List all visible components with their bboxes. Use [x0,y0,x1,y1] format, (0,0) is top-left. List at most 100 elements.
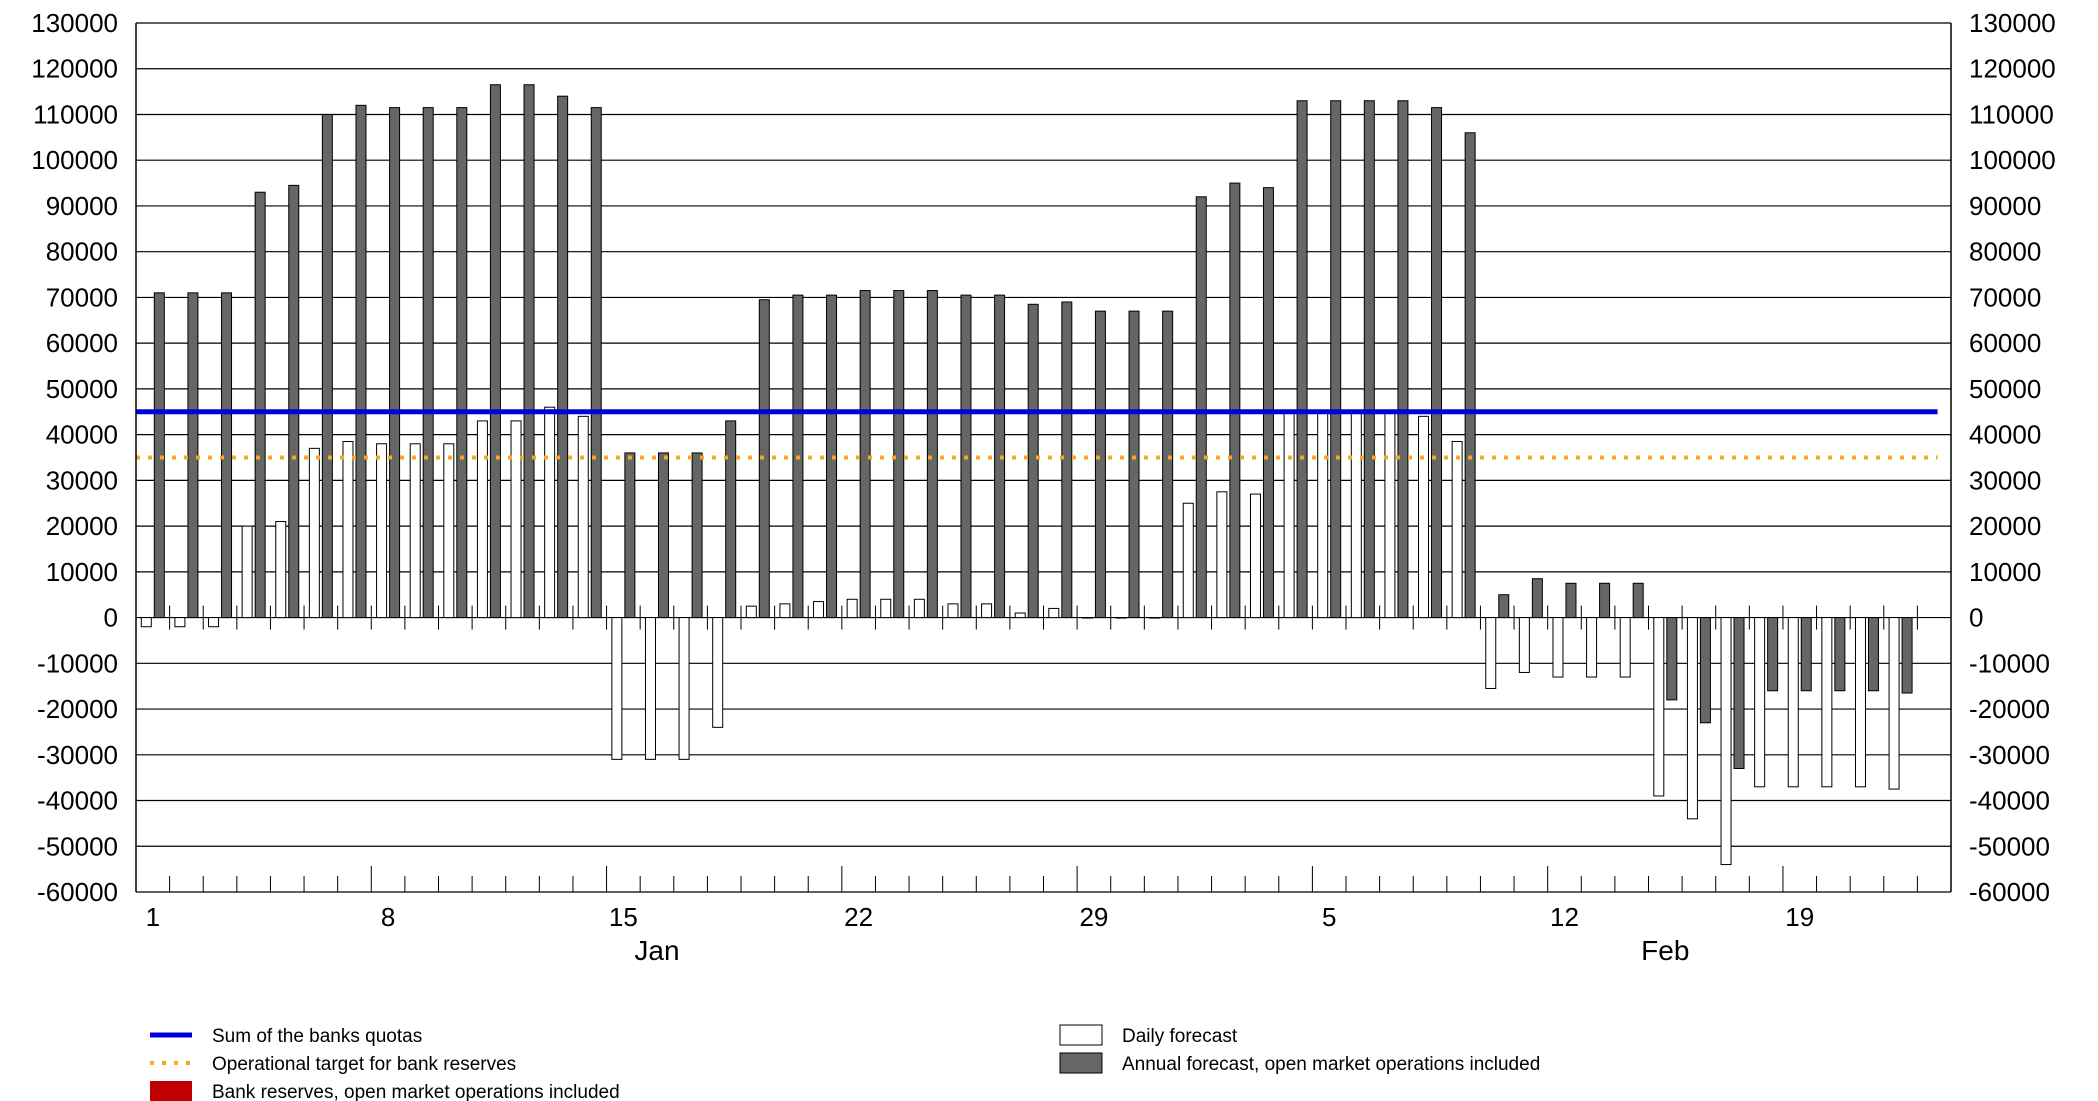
y-tick-label-right: -30000 [1969,740,2050,770]
annual-forecast-bar [456,107,468,619]
x-tick-label: 29 [1079,902,1108,932]
annual-forecast-bar [1531,578,1543,619]
y-tick-label-right: 100000 [1969,145,2056,175]
annual-forecast-bar [1834,617,1846,692]
daily-forecast-bar [1283,411,1295,619]
daily-forecast-bar [1653,617,1665,797]
y-tick-label-left: -60000 [37,877,118,907]
legend-item: Annual forecast, open market operations … [1059,1052,1540,1075]
annual-forecast-bar [1632,582,1644,619]
y-tick-label-right: 30000 [1969,465,2041,495]
x-tick-label: 15 [609,902,638,932]
x-tick-label: 5 [1322,902,1336,932]
daily-forecast-bar [913,598,925,619]
daily-forecast-bar [443,443,455,619]
annual-forecast-bar [1195,196,1207,619]
daily-forecast-bar [1418,415,1430,619]
daily-forecast-bar [1821,617,1833,788]
y-tick-label-right: 70000 [1969,282,2041,312]
daily-forecast-bar [1317,411,1329,619]
y-tick-label-right: -10000 [1969,648,2050,678]
y-tick-label-left: -30000 [37,740,118,770]
legend-swatch-box [1059,1052,1103,1074]
daily-forecast-bar [611,617,623,760]
legend-item: Sum of the banks quotas [150,1026,422,1047]
annual-forecast-bar [1128,310,1140,619]
annual-forecast-bar [1599,582,1611,619]
daily-forecast-bar [140,617,152,628]
y-tick-label-left: 10000 [46,557,118,587]
annual-forecast-bar [1431,107,1443,619]
daily-forecast-bar [1081,617,1093,619]
annual-forecast-bar [1733,617,1745,770]
annual-forecast-bar [725,420,737,619]
y-tick-label-left: -10000 [37,648,118,678]
annual-forecast-bar [1229,182,1241,619]
y-tick-label-left: 20000 [46,511,118,541]
daily-forecast-bar [1115,617,1127,619]
annual-forecast-bar [1262,187,1274,619]
daily-forecast-bar [644,617,656,760]
y-tick-label-left: 60000 [46,328,118,358]
y-tick-label-right: 110000 [1969,99,2054,129]
y-tick-label-left: -50000 [37,831,118,861]
y-tick-label-left: 90000 [46,191,118,221]
daily-forecast-bar [779,603,791,619]
daily-forecast-bar [846,598,858,619]
y-tick-label-left: 120000 [31,54,118,84]
daily-forecast-bar [1686,617,1698,820]
daily-forecast-bar [1552,617,1564,678]
daily-forecast-bar [342,440,354,619]
y-tick-label-left: 100000 [31,145,118,175]
annual-forecast-bar [1061,301,1073,619]
y-tick-label-right: -60000 [1969,877,2050,907]
daily-forecast-bar [308,447,320,619]
y-tick-label-right: -50000 [1969,831,2050,861]
y-tick-label-left: 80000 [46,237,118,267]
annual-forecast-bar [557,95,569,619]
daily-forecast-bar [745,605,757,619]
y-tick-label-left: 30000 [46,465,118,495]
daily-forecast-bar [1249,493,1261,619]
y-tick-label-right: 50000 [1969,374,2041,404]
legend-swatch-box [150,1081,192,1101]
annual-forecast-bar [1767,617,1779,692]
daily-forecast-bar [1754,617,1766,788]
annual-forecast-bar [893,290,905,619]
y-tick-label-right: 10000 [1969,557,2041,587]
annual-forecast-bar [1363,100,1375,619]
legend-label: Annual forecast, open market operations … [1122,1054,1540,1075]
legend-label: Sum of the banks quotas [212,1026,422,1047]
legend-label: Operational target for bank reserves [212,1054,516,1075]
legend-label: Daily forecast [1122,1026,1238,1047]
y-tick-label-left: 50000 [46,374,118,404]
y-tick-label-right: 120000 [1969,54,2056,84]
annual-forecast-bar [489,84,501,619]
annual-forecast-bar [1666,617,1678,701]
x-tick-label: 8 [381,902,395,932]
daily-forecast-bar [880,598,892,619]
annual-forecast-bar [523,84,535,619]
annual-forecast-bar [422,107,434,619]
daily-forecast-bar [376,443,388,619]
annual-forecast-bar [288,184,300,619]
annual-forecast-bar [758,299,770,619]
annual-forecast-bar [590,107,602,619]
legend-item: Daily forecast [1059,1024,1238,1047]
daily-forecast-bar [1518,617,1530,673]
x-tick-label: 12 [1550,902,1579,932]
annual-forecast-bar [355,104,367,619]
annual-forecast-bar [1498,594,1510,619]
month-label: Feb [1641,935,1689,966]
daily-forecast-bar [544,406,556,619]
daily-forecast-bar [1149,617,1161,619]
daily-forecast-bar [712,617,724,728]
legend-label: Bank reserves, open market operations in… [212,1082,620,1101]
annual-forecast-bar [389,107,401,619]
annual-forecast-bar [1901,617,1913,694]
annual-forecast-bar [1296,100,1308,619]
annual-forecast-bar [826,294,838,619]
daily-forecast-bar [981,603,993,619]
